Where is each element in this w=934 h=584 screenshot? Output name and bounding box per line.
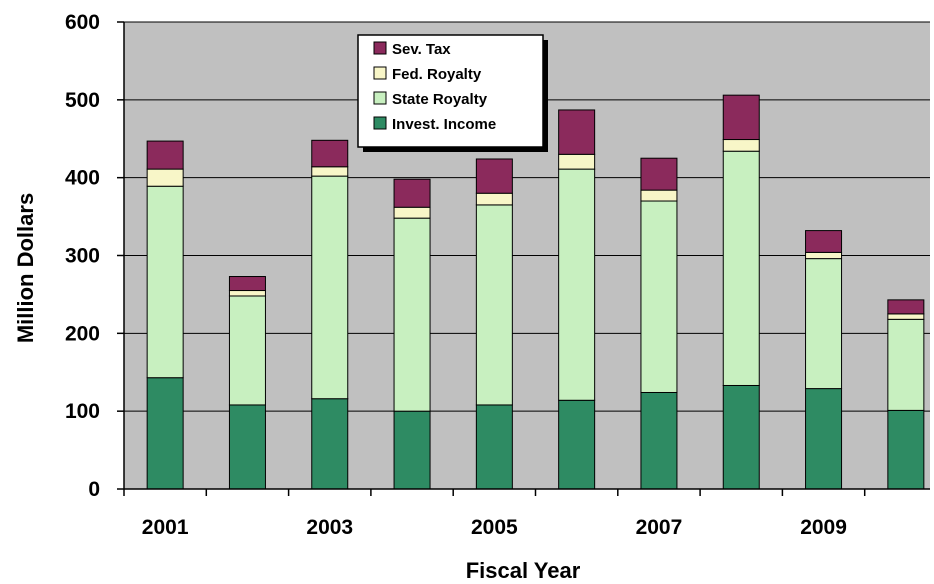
bar-segment [475, 158, 513, 194]
bar-segment [640, 391, 678, 490]
y-tick-labels: 0 100 200 300 400 500 600 [65, 11, 100, 501]
legend-swatch [373, 91, 387, 105]
bar-segment [558, 399, 596, 490]
y-tick-label: 600 [65, 11, 100, 34]
bar-segment [311, 175, 349, 400]
bar-segment [311, 166, 349, 177]
legend-label: Invest. Income [392, 116, 496, 133]
bar-segment [640, 157, 678, 191]
legend-swatch [373, 41, 387, 55]
bar-segment [558, 168, 596, 401]
bar-segment [146, 168, 184, 187]
bar-segment [311, 139, 349, 168]
bar-segment [805, 251, 843, 260]
bar-segment [393, 217, 431, 412]
y-tick-label: 100 [65, 400, 100, 423]
x-tick-label: 2009 [800, 516, 847, 539]
bar-segment [475, 404, 513, 490]
y-tick-label: 400 [65, 167, 100, 190]
bar-segment [722, 139, 760, 152]
bar-segment [805, 230, 843, 253]
bar-segment [228, 290, 266, 297]
legend-label: Fed. Royalty [392, 66, 482, 83]
y-tick-label: 500 [65, 89, 100, 112]
legend-box [357, 34, 544, 148]
x-tick-label: 2007 [636, 516, 683, 539]
legend-swatch [373, 116, 387, 130]
y-tick-label: 200 [65, 322, 100, 345]
bar-segment [228, 404, 266, 490]
bar-segment [722, 150, 760, 386]
bar-segment [640, 189, 678, 202]
bar-segment [311, 398, 349, 490]
bar-segment [146, 140, 184, 170]
bar-segment [228, 295, 266, 406]
axes [117, 21, 930, 496]
x-tick-label: 2001 [142, 516, 189, 539]
bar-segment [475, 192, 513, 206]
x-tick-label: 2003 [306, 516, 353, 539]
legend-label: Sev. Tax [392, 41, 451, 58]
legend-swatch [373, 66, 387, 80]
bar-segment [887, 299, 925, 315]
bar-segment [475, 204, 513, 406]
bar-segment [558, 109, 596, 155]
legend-label: State Royalty [392, 91, 488, 108]
bar-segment [887, 313, 925, 320]
legend: Sev. Tax Fed. Royalty State Royalty Invest.… [357, 34, 548, 152]
y-axis-title: Million Dollars [13, 193, 38, 343]
bar-segment [146, 377, 184, 490]
bar-segment [722, 384, 760, 490]
bar-segment [640, 200, 678, 393]
x-tick-label: 2005 [471, 516, 518, 539]
bars [146, 94, 925, 490]
bar-segment [228, 276, 266, 292]
bar-segment [805, 388, 843, 490]
bar-segment [558, 153, 596, 170]
bar-segment [393, 410, 431, 490]
bar-segment [146, 185, 184, 379]
y-tick-label: 300 [65, 245, 100, 268]
bar-segment [393, 178, 431, 208]
bar-segment [887, 318, 925, 411]
x-axis-title: Fiscal Year [466, 558, 581, 583]
bar-segment [722, 94, 760, 141]
y-tick-label: 0 [88, 478, 100, 501]
x-tick-labels: 2001 2003 2005 2007 2009 [142, 516, 847, 539]
bar-segment [887, 409, 925, 490]
bar-segment [805, 258, 843, 390]
bar-segment [393, 206, 431, 219]
